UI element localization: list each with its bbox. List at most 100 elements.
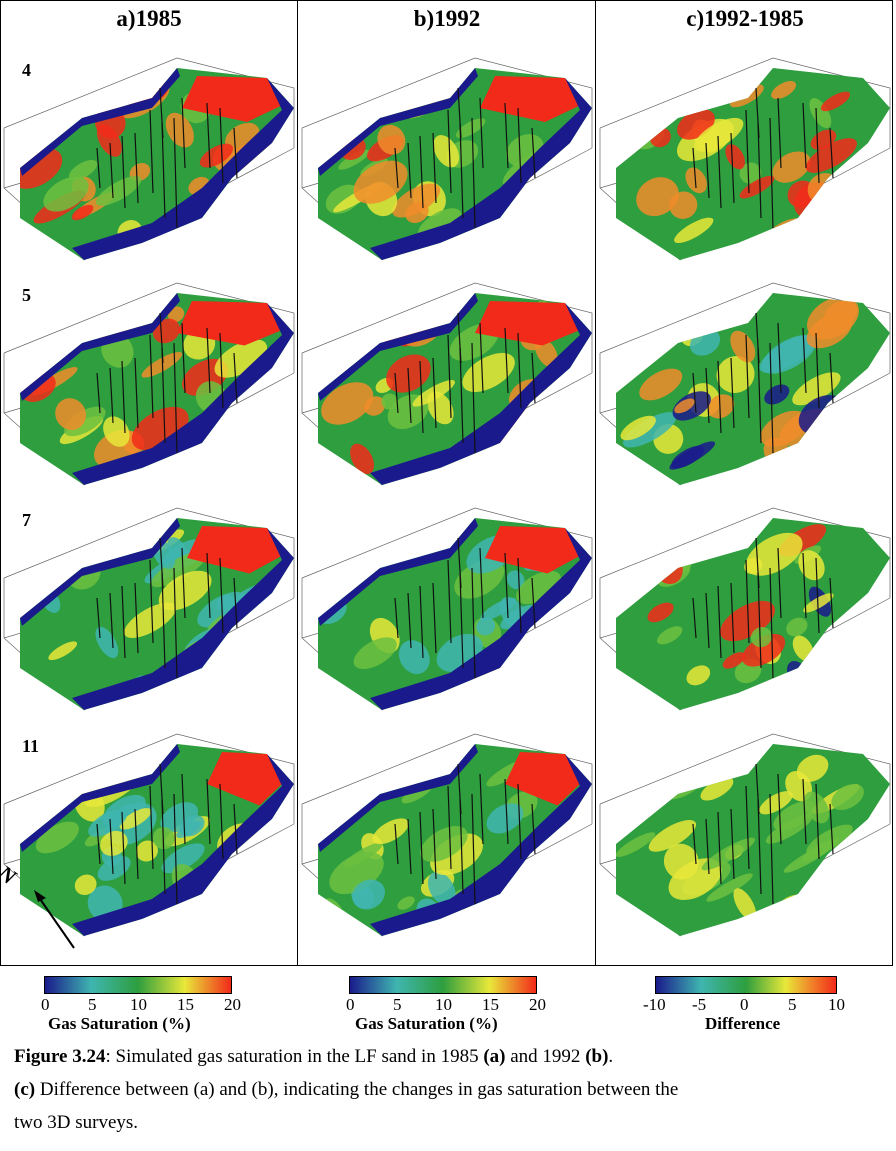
saturation-patch bbox=[342, 557, 370, 576]
well-line bbox=[717, 585, 722, 659]
well-line bbox=[121, 585, 126, 659]
well-line bbox=[517, 332, 522, 409]
saturation-patch bbox=[706, 873, 753, 902]
saturation-patch bbox=[831, 783, 864, 811]
colorbar-tick: 10 bbox=[828, 995, 845, 1014]
saturation-patch bbox=[656, 626, 683, 645]
well-line bbox=[517, 107, 522, 184]
well-line bbox=[692, 147, 697, 189]
flank-edge bbox=[72, 528, 294, 710]
well-line bbox=[504, 778, 509, 845]
well-line bbox=[134, 357, 139, 429]
surface-plot bbox=[3, 507, 295, 711]
saturation-patch bbox=[674, 398, 695, 414]
colorbar-tick: 0 bbox=[740, 995, 749, 1014]
box-edge bbox=[301, 733, 593, 824]
surface-fill bbox=[318, 293, 592, 485]
well-line bbox=[206, 778, 211, 845]
box-edge bbox=[3, 507, 295, 598]
well-line bbox=[471, 342, 476, 454]
well-line bbox=[457, 763, 462, 815]
surface-plot bbox=[599, 282, 891, 486]
saturation-patch bbox=[796, 754, 829, 783]
well-line bbox=[206, 102, 211, 169]
saturation-patch bbox=[823, 300, 858, 329]
saturation-patch bbox=[381, 393, 398, 410]
surface-plot bbox=[3, 282, 295, 486]
well-line bbox=[134, 582, 139, 654]
saturation-patch bbox=[48, 641, 78, 661]
caption-text: two 3D surveys. bbox=[14, 1112, 139, 1133]
well-line bbox=[517, 783, 522, 860]
well-line bbox=[159, 312, 164, 364]
well-line bbox=[777, 97, 782, 169]
saturation-patch bbox=[34, 79, 69, 111]
well-line bbox=[161, 347, 166, 444]
saturation-patch bbox=[372, 818, 409, 845]
saturation-patch bbox=[671, 445, 705, 469]
well-line bbox=[517, 557, 522, 634]
figure-label: Figure 3.24 bbox=[14, 1046, 106, 1067]
well-line bbox=[802, 102, 807, 169]
saturation-patch bbox=[321, 382, 374, 425]
surface-panel bbox=[300, 48, 594, 270]
saturation-patch bbox=[377, 124, 406, 155]
column-title-c: c)1992-1985 bbox=[686, 6, 804, 31]
saturation-patch bbox=[35, 559, 60, 584]
surface-plot bbox=[3, 57, 295, 261]
well-line bbox=[745, 334, 750, 419]
well-line bbox=[815, 332, 820, 409]
saturation-patch bbox=[219, 207, 272, 247]
saturation-patch bbox=[420, 826, 468, 862]
saturation-patch bbox=[397, 896, 415, 910]
saturation-patch bbox=[221, 647, 242, 670]
well-line bbox=[815, 783, 820, 860]
saturation-patch bbox=[364, 396, 386, 416]
well-line bbox=[459, 347, 464, 444]
saturation-patch bbox=[820, 91, 851, 112]
well-line bbox=[233, 352, 238, 404]
well-line bbox=[479, 547, 484, 619]
well-line bbox=[757, 798, 762, 895]
well-line bbox=[109, 818, 114, 875]
column-divider bbox=[595, 0, 596, 966]
well-line bbox=[757, 122, 762, 219]
saturation-patch bbox=[739, 162, 762, 184]
well-line bbox=[149, 559, 154, 644]
colorbar-tick: 5 bbox=[788, 995, 797, 1014]
saturation-patch bbox=[476, 617, 496, 636]
well-line bbox=[219, 332, 224, 409]
colorbar-label: Gas Saturation (%) bbox=[355, 1014, 498, 1033]
well-line bbox=[432, 808, 437, 880]
colorbar-tick: 20 bbox=[224, 995, 241, 1014]
surface-fill bbox=[318, 744, 592, 936]
well-line bbox=[829, 352, 834, 404]
colorbar-tick: 15 bbox=[177, 995, 194, 1014]
well-line bbox=[109, 367, 114, 424]
gas-cap bbox=[182, 76, 287, 122]
well-line bbox=[233, 127, 238, 179]
saturation-patch bbox=[745, 532, 803, 576]
saturation-patch bbox=[20, 525, 66, 560]
gas-cap bbox=[207, 752, 287, 806]
surface-panel bbox=[300, 273, 594, 495]
surface-plot bbox=[599, 733, 891, 937]
saturation-patch bbox=[803, 593, 834, 613]
surface-fill bbox=[20, 518, 294, 710]
well-line bbox=[181, 322, 186, 394]
surface-fill bbox=[20, 68, 294, 260]
flank-edge bbox=[72, 78, 294, 260]
well-line bbox=[459, 122, 464, 219]
surface-plot bbox=[301, 733, 593, 937]
saturation-patch bbox=[353, 160, 408, 204]
well-line bbox=[181, 773, 186, 845]
well-line bbox=[206, 552, 211, 619]
surface-fill bbox=[318, 68, 592, 260]
well-line bbox=[769, 793, 774, 905]
saturation-patch bbox=[95, 626, 119, 659]
well-line bbox=[173, 342, 178, 454]
saturation-patch bbox=[663, 843, 699, 880]
caption-text: : Simulated gas saturation in the LF san… bbox=[105, 1046, 484, 1067]
well-line bbox=[181, 547, 186, 619]
saturation-patch bbox=[355, 325, 378, 346]
